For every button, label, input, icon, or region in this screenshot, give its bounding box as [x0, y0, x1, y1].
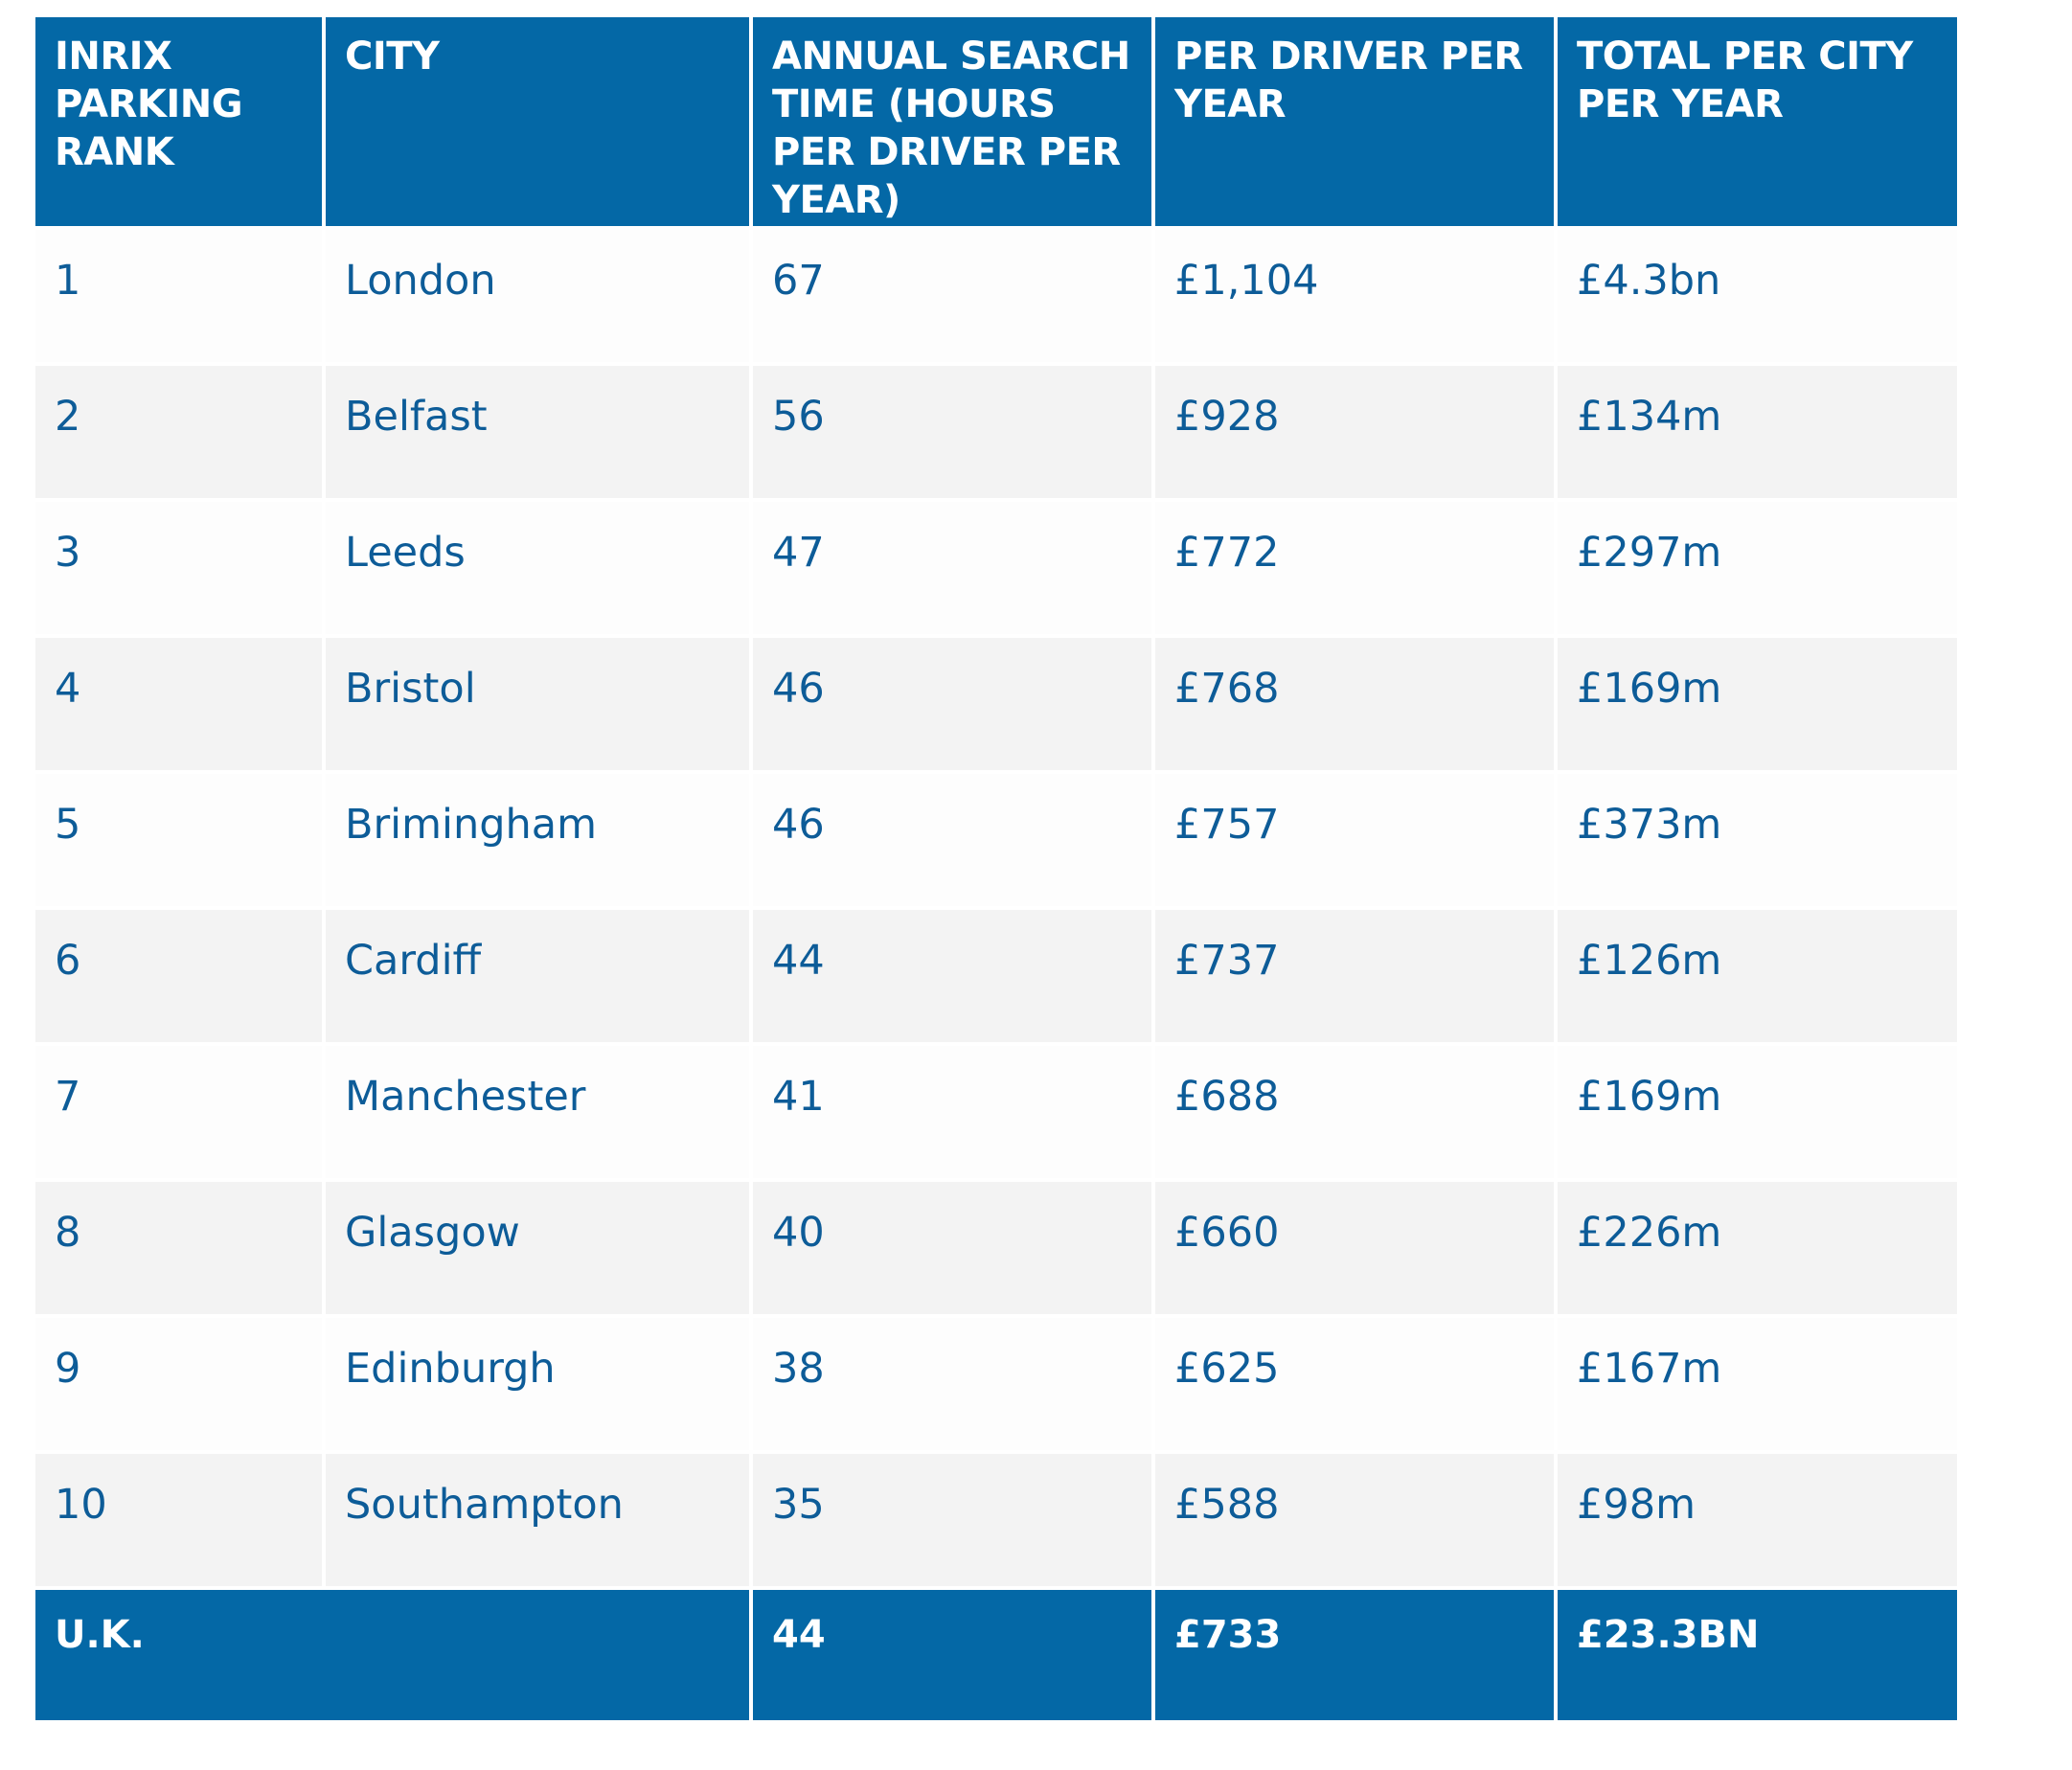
- cell-rank: 9: [35, 1318, 322, 1450]
- cell-search-time: 44: [753, 910, 1151, 1042]
- header-search-time: ANNUAL SEARCH TIME (HOURS PER DRIVER PER…: [753, 17, 1151, 226]
- cell-per-driver: £588: [1155, 1454, 1554, 1586]
- cell-total: £373m: [1558, 774, 1957, 906]
- table-row: 1 London 67 £1,104 £4.3bn: [35, 230, 1957, 362]
- table-row: 5 Brimingham 46 £757 £373m: [35, 774, 1957, 906]
- cell-per-driver: £768: [1155, 638, 1554, 770]
- cell-total: £169m: [1558, 638, 1957, 770]
- cell-total: £169m: [1558, 1046, 1957, 1178]
- header-rank: INRIX PARKING RANK: [35, 17, 322, 226]
- table-row: 8 Glasgow 40 £660 £226m: [35, 1182, 1957, 1314]
- cell-rank: 4: [35, 638, 322, 770]
- cell-per-driver: £1,104: [1155, 230, 1554, 362]
- cell-rank: 7: [35, 1046, 322, 1178]
- cell-total: £126m: [1558, 910, 1957, 1042]
- cell-search-time: 40: [753, 1182, 1151, 1314]
- table-row: 2 Belfast 56 £928 £134m: [35, 366, 1957, 498]
- cell-rank: 10: [35, 1454, 322, 1586]
- cell-per-driver: £928: [1155, 366, 1554, 498]
- cell-total: £134m: [1558, 366, 1957, 498]
- cell-city: Glasgow: [326, 1182, 749, 1314]
- table-body: 1 London 67 £1,104 £4.3bn 2 Belfast 56 £…: [35, 230, 1957, 1586]
- footer-search-time: 44: [753, 1590, 1151, 1720]
- table-row: 9 Edinburgh 38 £625 £167m: [35, 1318, 1957, 1450]
- cell-city: London: [326, 230, 749, 362]
- cell-total: £4.3bn: [1558, 230, 1957, 362]
- cell-search-time: 41: [753, 1046, 1151, 1178]
- cell-city: Cardiff: [326, 910, 749, 1042]
- cell-city: Edinburgh: [326, 1318, 749, 1450]
- cell-search-time: 67: [753, 230, 1151, 362]
- uk-total-row: U.K. 44 £733 £23.3BN: [35, 1590, 1957, 1720]
- cell-per-driver: £688: [1155, 1046, 1554, 1178]
- cell-rank: 3: [35, 502, 322, 634]
- cell-total: £98m: [1558, 1454, 1957, 1586]
- cell-rank: 1: [35, 230, 322, 362]
- cell-search-time: 47: [753, 502, 1151, 634]
- cell-city: Bristol: [326, 638, 749, 770]
- footer-per-driver: £733: [1155, 1590, 1554, 1720]
- parking-rank-table-container: INRIX PARKING RANK CITY ANNUAL SEARCH TI…: [35, 17, 1957, 1720]
- cell-rank: 2: [35, 366, 322, 498]
- cell-city: Brimingham: [326, 774, 749, 906]
- table-header: INRIX PARKING RANK CITY ANNUAL SEARCH TI…: [35, 17, 1957, 226]
- cell-per-driver: £757: [1155, 774, 1554, 906]
- cell-per-driver: £737: [1155, 910, 1554, 1042]
- cell-city: Belfast: [326, 366, 749, 498]
- cell-per-driver: £660: [1155, 1182, 1554, 1314]
- cell-search-time: 46: [753, 774, 1151, 906]
- cell-search-time: 35: [753, 1454, 1151, 1586]
- header-total-per-city: TOTAL PER CITY PER YEAR: [1558, 17, 1957, 226]
- table-footer: U.K. 44 £733 £23.3BN: [35, 1590, 1957, 1720]
- header-per-driver: PER DRIVER PER YEAR: [1155, 17, 1554, 226]
- cell-city: Southampton: [326, 1454, 749, 1586]
- cell-search-time: 46: [753, 638, 1151, 770]
- cell-total: £167m: [1558, 1318, 1957, 1450]
- footer-label: U.K.: [35, 1590, 749, 1720]
- cell-search-time: 56: [753, 366, 1151, 498]
- cell-rank: 8: [35, 1182, 322, 1314]
- header-city: CITY: [326, 17, 749, 226]
- cell-total: £226m: [1558, 1182, 1957, 1314]
- cell-per-driver: £625: [1155, 1318, 1554, 1450]
- table-row: 3 Leeds 47 £772 £297m: [35, 502, 1957, 634]
- footer-total: £23.3BN: [1558, 1590, 1957, 1720]
- cell-total: £297m: [1558, 502, 1957, 634]
- cell-rank: 5: [35, 774, 322, 906]
- cell-city: Leeds: [326, 502, 749, 634]
- cell-per-driver: £772: [1155, 502, 1554, 634]
- parking-rank-table: INRIX PARKING RANK CITY ANNUAL SEARCH TI…: [32, 13, 1961, 1724]
- cell-search-time: 38: [753, 1318, 1151, 1450]
- cell-rank: 6: [35, 910, 322, 1042]
- table-row: 10 Southampton 35 £588 £98m: [35, 1454, 1957, 1586]
- header-row: INRIX PARKING RANK CITY ANNUAL SEARCH TI…: [35, 17, 1957, 226]
- table-row: 7 Manchester 41 £688 £169m: [35, 1046, 1957, 1178]
- table-row: 6 Cardiff 44 £737 £126m: [35, 910, 1957, 1042]
- table-row: 4 Bristol 46 £768 £169m: [35, 638, 1957, 770]
- cell-city: Manchester: [326, 1046, 749, 1178]
